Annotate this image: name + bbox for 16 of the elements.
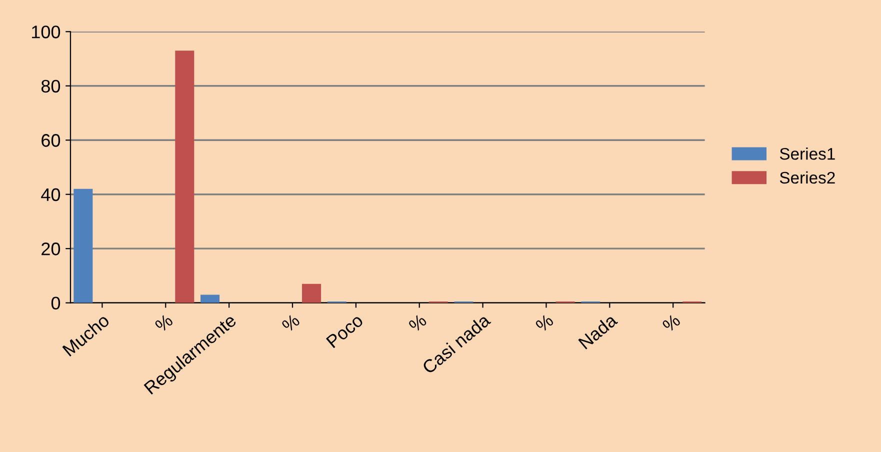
y-tick-label: 20 bbox=[42, 242, 60, 256]
y-tick-label: 60 bbox=[42, 134, 60, 147]
x-tick-label: % bbox=[534, 313, 554, 333]
x-tick-label: % bbox=[662, 313, 682, 333]
legend-label: Series1 bbox=[780, 148, 835, 160]
bar bbox=[200, 294, 220, 303]
bar bbox=[302, 284, 322, 303]
y-tick-label: 80 bbox=[41, 80, 60, 93]
legend-label: Series2 bbox=[780, 171, 835, 184]
x-tick-label: % bbox=[408, 313, 428, 333]
y-tick-label: 100 bbox=[32, 26, 60, 38]
bar bbox=[175, 50, 194, 303]
y-tick-label: 40 bbox=[41, 188, 60, 202]
y-tick-label: 0 bbox=[51, 296, 60, 310]
bar bbox=[74, 188, 93, 303]
x-tick-label: % bbox=[281, 313, 300, 333]
